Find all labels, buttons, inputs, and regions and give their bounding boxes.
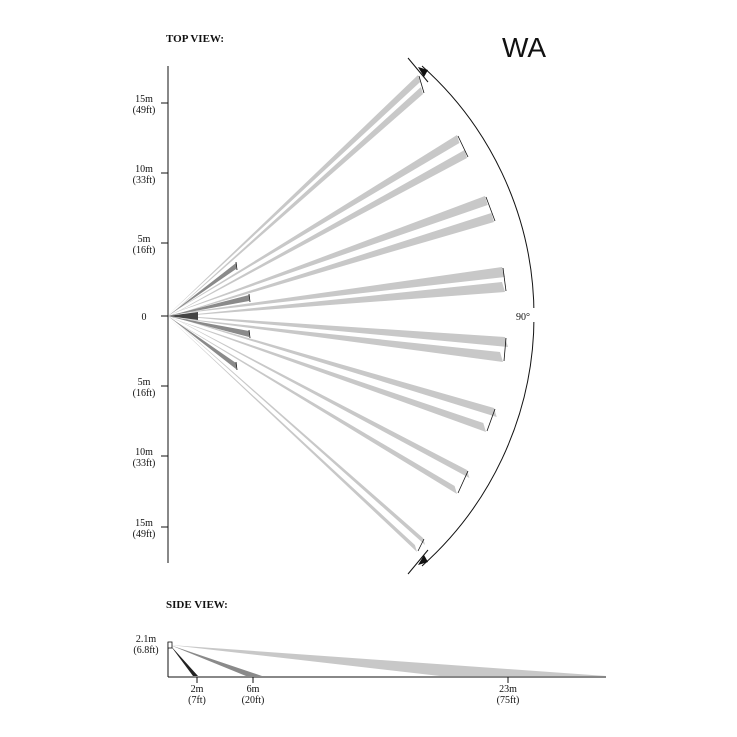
top-tick-label-m: 5m — [138, 377, 151, 388]
side-near-range-beam — [170, 645, 198, 676]
side-view-heading: SIDE VIEW: — [166, 599, 228, 611]
sensor-icon — [167, 641, 173, 649]
top-tick-label-zero: 0 — [142, 312, 147, 323]
arc-arrow-top-icon — [418, 67, 428, 77]
top-tick-label-m: 15m — [135, 94, 153, 105]
angle-label: 90° — [516, 312, 530, 323]
beam-end-cap — [417, 538, 425, 552]
beam-end-cap — [502, 267, 507, 292]
near-zone-beam — [168, 316, 236, 369]
angle-label-bg — [510, 308, 538, 322]
side-range-label-ft: (7ft) — [188, 695, 206, 706]
downward-beam — [168, 312, 198, 320]
side-long-range-beam — [170, 645, 606, 676]
detection-beam — [168, 317, 486, 432]
beam-end-cap — [503, 337, 507, 362]
side-mid-range-beam — [170, 645, 262, 676]
top-tick-label-m: 10m — [135, 164, 153, 175]
detection-beam — [168, 315, 470, 478]
side-range-label-m: 6m — [247, 684, 260, 695]
beam-end-cap — [235, 261, 238, 271]
detection-beam — [168, 150, 467, 317]
mount-height-ft: (6.8ft) — [133, 645, 158, 656]
arc-end-line-bottom — [407, 549, 429, 575]
beam-end-cap — [248, 293, 251, 303]
top-tick-label-m: 15m — [135, 518, 153, 529]
top-tick-label-ft: (16ft) — [133, 388, 156, 399]
top-tick-label-ft: (33ft) — [133, 458, 156, 469]
top-view-beams — [168, 75, 508, 552]
model-code: WA — [502, 32, 546, 63]
top-tick-label-ft: (49ft) — [133, 529, 156, 540]
detection-beam — [168, 315, 426, 545]
top-view-heading: TOP VIEW: — [166, 33, 224, 45]
top-tick-label-m: 5m — [138, 234, 151, 245]
detection-beam — [168, 317, 503, 362]
beam-end-cap — [485, 196, 496, 222]
side-range-label-ft: (75ft) — [497, 695, 520, 706]
top-tick-label-ft: (49ft) — [133, 105, 156, 116]
beam-end-cap — [248, 329, 251, 339]
near-zone-beam — [168, 316, 249, 337]
top-view-ticks: 15m(49ft)10m(33ft)5m(16ft)05m(16ft)10m(3… — [133, 94, 168, 540]
detection-beam — [168, 75, 421, 315]
detection-beam — [168, 135, 460, 315]
detection-beam — [168, 267, 505, 315]
detection-beam — [168, 317, 417, 552]
top-tick-label-ft: (33ft) — [133, 175, 156, 186]
arc-end-line-top — [407, 57, 429, 83]
mount-height-m: 2.1m — [136, 634, 157, 645]
beam-end-cap — [457, 470, 469, 494]
beam-end-cap — [457, 135, 469, 158]
side-range-label-ft: (20ft) — [242, 695, 265, 706]
detection-beam — [168, 282, 505, 317]
near-zone-beam — [168, 295, 249, 316]
beam-end-cap — [235, 361, 238, 371]
top-tick-label-ft: (16ft) — [133, 245, 156, 256]
detection-beam — [168, 315, 508, 347]
detection-beam — [168, 315, 497, 417]
near-zone-beam — [168, 263, 236, 316]
detection-beam — [168, 196, 488, 315]
top-tick-label-m: 10m — [135, 447, 153, 458]
side-view-beams — [170, 645, 606, 676]
side-range-label-m: 2m — [191, 684, 204, 695]
side-view-range-ticks: 2m(7ft) 6m(20ft) 23m(75ft) — [188, 677, 519, 706]
side-range-label-m: 23m — [499, 684, 517, 695]
detection-beam — [168, 317, 457, 494]
detection-beam — [168, 213, 494, 317]
detection-beam — [168, 87, 423, 317]
arc-arrow-bottom-icon — [418, 555, 428, 565]
beam-end-cap — [486, 408, 496, 432]
beam-end-cap — [418, 75, 425, 94]
